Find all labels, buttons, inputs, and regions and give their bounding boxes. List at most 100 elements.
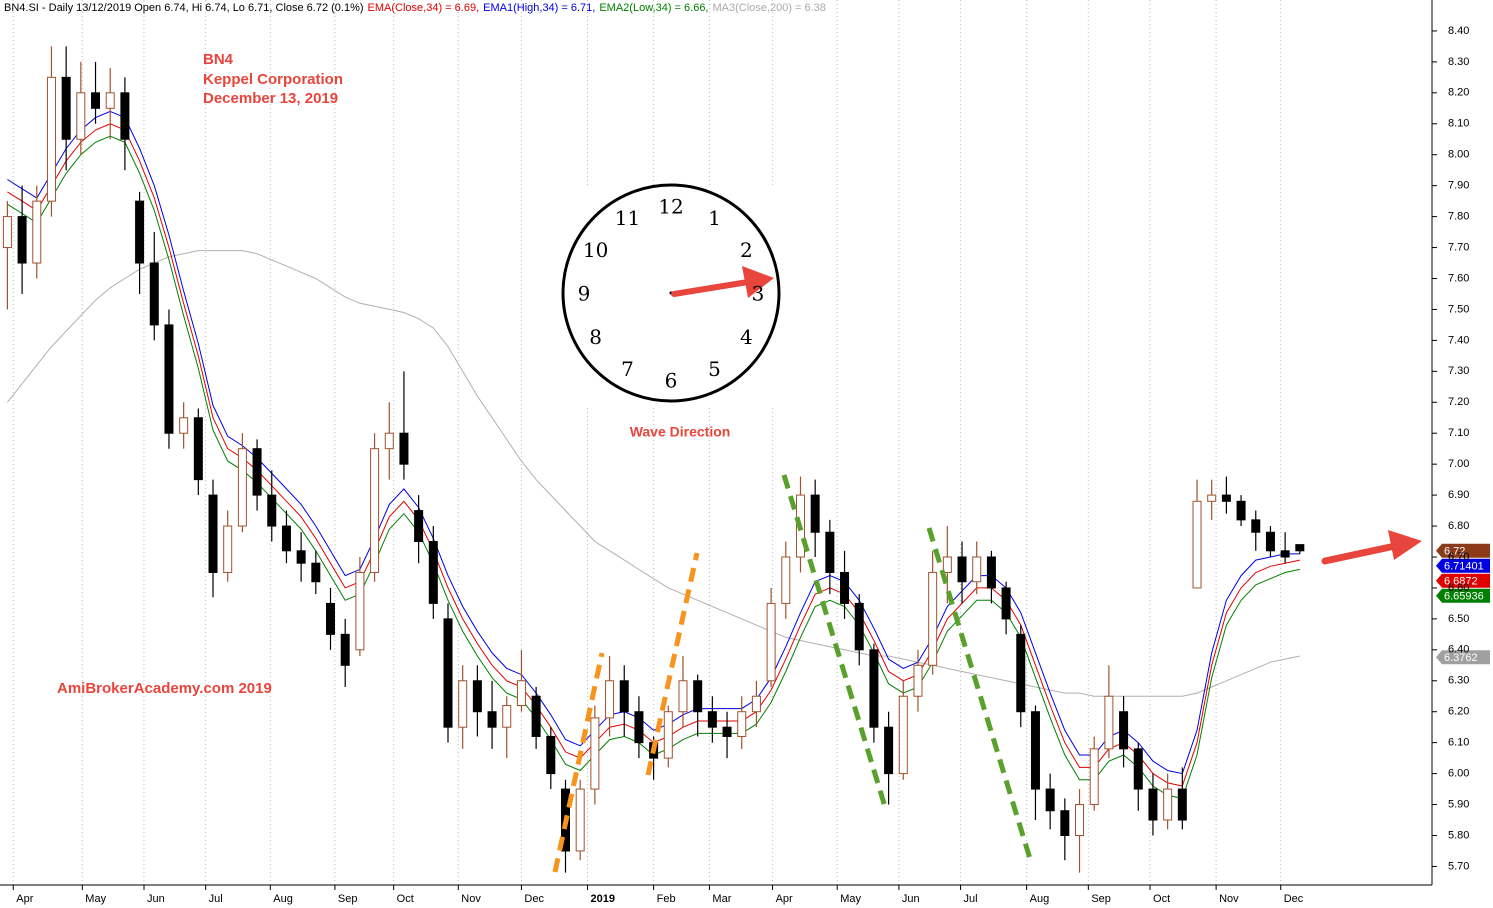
last-value-label: 6.6872 bbox=[1444, 576, 1478, 588]
y-tick-label: 6.70 bbox=[1448, 551, 1469, 563]
x-tick-label: Nov bbox=[461, 893, 481, 905]
header: BN4.SI - Daily 13/12/2019 Open 6.74, Hi … bbox=[4, 2, 826, 14]
x-tick-label: Jun bbox=[902, 893, 920, 905]
up-trend bbox=[552, 652, 605, 873]
last-value-label: 6.65936 bbox=[1444, 591, 1484, 603]
y-tick-label: 7.40 bbox=[1448, 334, 1469, 346]
candle-body bbox=[1163, 788, 1173, 821]
clock-number: 2 bbox=[740, 238, 753, 262]
candle-body bbox=[458, 680, 468, 728]
candle-body bbox=[1016, 633, 1026, 713]
y-tick-label: 7.60 bbox=[1448, 272, 1469, 284]
x-tick-label: Nov bbox=[1219, 893, 1239, 905]
candle-body bbox=[663, 711, 673, 759]
candle-body bbox=[208, 494, 218, 573]
candle-body bbox=[737, 711, 747, 737]
candle-body bbox=[1148, 788, 1158, 821]
candle-body bbox=[619, 680, 629, 713]
last-value-box bbox=[1436, 650, 1490, 665]
candle-body bbox=[370, 448, 380, 573]
clock-number: 3 bbox=[752, 282, 765, 306]
candle-body bbox=[2, 216, 12, 249]
grid bbox=[12, 0, 1437, 890]
x-tick-label: Oct bbox=[1153, 893, 1170, 905]
y-tick-label: 6.80 bbox=[1448, 520, 1469, 532]
clock-number: 10 bbox=[583, 238, 608, 262]
candle-body bbox=[1119, 711, 1129, 750]
candle-body bbox=[825, 531, 835, 573]
candle-body bbox=[414, 510, 424, 543]
candle-body bbox=[1265, 531, 1275, 552]
y-tick-label: 7.30 bbox=[1448, 365, 1469, 377]
x-tick-label: Aug bbox=[1030, 893, 1050, 905]
x-tick-label: May bbox=[840, 893, 861, 905]
candle-body bbox=[575, 788, 585, 852]
y-tick-label: 7.20 bbox=[1448, 396, 1469, 408]
candle-body bbox=[840, 571, 850, 604]
clock-number: 6 bbox=[665, 369, 678, 393]
y-tick-label: 7.00 bbox=[1448, 458, 1469, 470]
candle-body bbox=[105, 92, 115, 109]
candle-body bbox=[428, 541, 438, 604]
y-tick-label: 6.90 bbox=[1448, 489, 1469, 501]
candle-body bbox=[1045, 788, 1055, 812]
candle-body bbox=[487, 711, 497, 728]
candle-body bbox=[296, 550, 306, 564]
candle-body bbox=[61, 76, 71, 140]
last-value-labels: 6.72 6.3762 6.71401 6.6872 6.65936 bbox=[1436, 543, 1490, 665]
candle-body bbox=[149, 262, 159, 326]
candle-body bbox=[252, 448, 262, 496]
candle-body bbox=[722, 726, 732, 737]
candle-body bbox=[1221, 494, 1231, 502]
x-tick-label: Apr bbox=[16, 893, 33, 905]
header-part: EMA1(High,34) = 6.71, bbox=[483, 2, 595, 14]
candle-body bbox=[1207, 494, 1217, 502]
candle-body bbox=[678, 680, 688, 713]
candle-body bbox=[193, 417, 203, 481]
candle-body bbox=[972, 556, 982, 583]
y-tick-label: 6.60 bbox=[1448, 582, 1469, 594]
y-tick-label: 6.40 bbox=[1448, 644, 1469, 656]
x-tick-label: Sep bbox=[338, 893, 358, 905]
last-value-box bbox=[1436, 543, 1490, 558]
y-tick-label: 8.30 bbox=[1448, 56, 1469, 68]
caption: Wave Direction bbox=[630, 424, 731, 440]
candle-body bbox=[516, 680, 526, 707]
candle-body bbox=[311, 562, 321, 583]
candle-body bbox=[913, 664, 923, 697]
trend-lines bbox=[552, 474, 1034, 873]
last-value-label: 6.71401 bbox=[1444, 561, 1484, 573]
company: Keppel Corporation bbox=[203, 71, 343, 88]
candle-body bbox=[1133, 748, 1143, 790]
y-tick-label: 6.00 bbox=[1448, 768, 1469, 780]
candle-body bbox=[1192, 500, 1202, 589]
clock-number: 12 bbox=[658, 195, 683, 219]
candle-body bbox=[281, 525, 291, 552]
x-tick-label: Jun bbox=[147, 893, 165, 905]
clock-number: 8 bbox=[589, 325, 602, 349]
header-part: MA3(Close,200) = 6.38 bbox=[713, 2, 826, 14]
clock-number: 11 bbox=[615, 206, 640, 230]
up-trend bbox=[645, 552, 700, 776]
x-tick-label: Jul bbox=[964, 893, 978, 905]
date: December 13, 2019 bbox=[203, 90, 338, 107]
right-arrow bbox=[1321, 530, 1422, 565]
y-tick-label: 7.50 bbox=[1448, 303, 1469, 315]
candle-body bbox=[1089, 748, 1099, 806]
x-tick-label: Dec bbox=[1284, 893, 1304, 905]
candle-body bbox=[76, 92, 86, 140]
candle-body bbox=[928, 571, 938, 666]
x-tick-label: Oct bbox=[397, 893, 414, 905]
candle-body bbox=[957, 556, 967, 583]
clock-number: 4 bbox=[740, 325, 753, 349]
y-tick-label: 7.80 bbox=[1448, 211, 1469, 223]
candle-body bbox=[854, 602, 864, 651]
candle-body bbox=[443, 618, 453, 728]
candle-body bbox=[1251, 519, 1261, 533]
last-value-label: 6.72 bbox=[1444, 546, 1465, 558]
candle-body bbox=[707, 711, 717, 728]
candle-body bbox=[869, 649, 879, 728]
y-tick-label: 6.30 bbox=[1448, 675, 1469, 687]
y-tick-label: 7.70 bbox=[1448, 241, 1469, 253]
